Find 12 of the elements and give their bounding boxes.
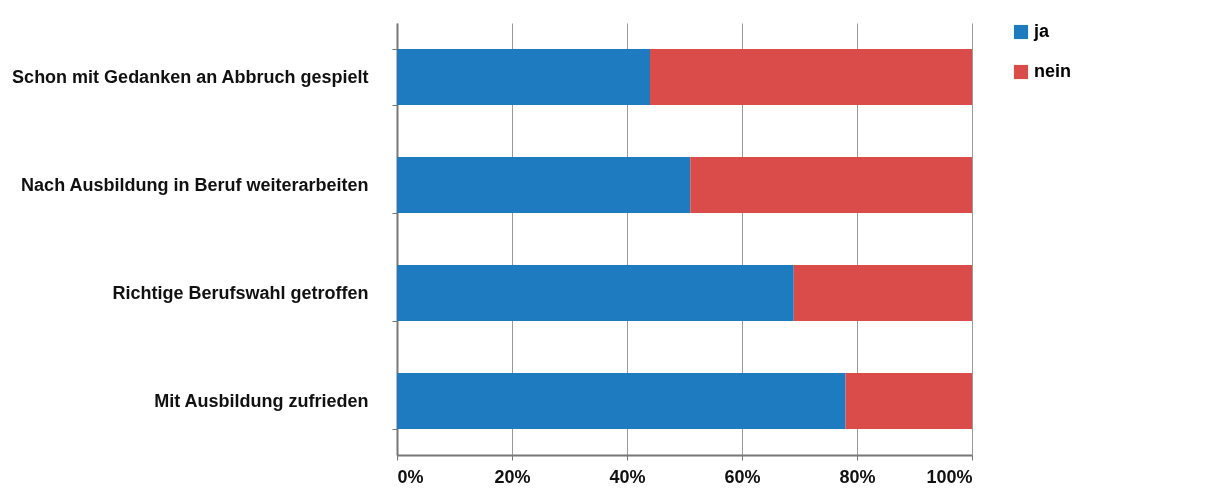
x-tick-label: 80% <box>839 466 876 487</box>
y-tick-label: Schon mit Gedanken an Abbruch gespielt <box>12 66 369 87</box>
y-tick-label: Nach Ausbildung in Beruf weiterarbeiten <box>21 174 369 195</box>
x-tick-label: 20% <box>494 466 531 487</box>
x-tick-label: 0% <box>397 466 424 487</box>
legend-label: ja <box>1033 21 1050 41</box>
legend-label: nein <box>1034 61 1072 81</box>
y-tick-label: Richtige Berufswahl getroffen <box>112 282 369 303</box>
x-tick-label: 40% <box>609 466 646 487</box>
x-tick-label: 100% <box>926 466 973 487</box>
y-tick-label: Mit Ausbildung zufrieden <box>154 390 369 411</box>
x-tick-label: 60% <box>724 466 761 487</box>
